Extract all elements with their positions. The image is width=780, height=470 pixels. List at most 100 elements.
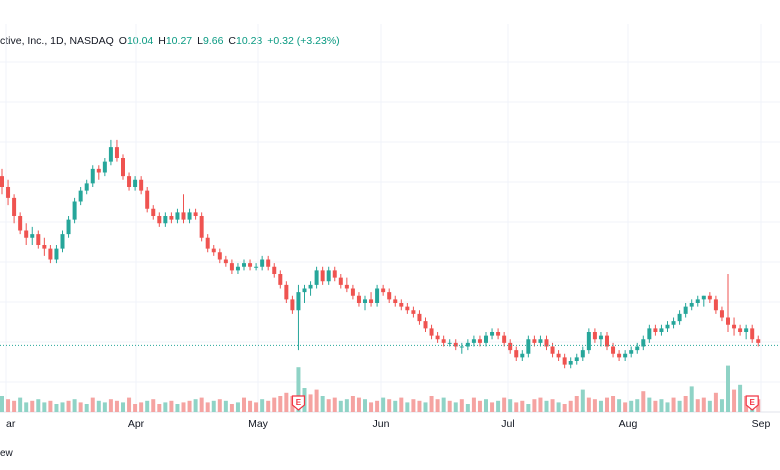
- candle: [562, 353, 567, 369]
- volume-bar: [235, 402, 240, 412]
- candle-body: [719, 310, 724, 318]
- volume-bar: [629, 400, 634, 412]
- candle-body: [12, 197, 17, 216]
- candle: [169, 212, 174, 224]
- candle-body: [96, 168, 101, 173]
- volume-bar: [550, 399, 555, 412]
- candle: [623, 350, 628, 361]
- candle-body: [326, 270, 331, 282]
- candle-body: [605, 335, 609, 347]
- candle: [750, 324, 755, 343]
- candle-body: [193, 212, 198, 216]
- candle-body: [465, 342, 470, 347]
- candle: [66, 216, 71, 238]
- volume-bar: [102, 402, 107, 412]
- candle: [320, 266, 325, 285]
- earnings-marker: E: [291, 395, 306, 411]
- volume-bar: [532, 399, 537, 412]
- candle: [223, 255, 228, 267]
- candle: [496, 328, 501, 340]
- candle: [175, 208, 180, 224]
- candle-body: [659, 328, 664, 332]
- candle: [78, 187, 83, 206]
- candle: [405, 303, 410, 314]
- volume-bar: [732, 389, 737, 412]
- volume-bar: [459, 399, 464, 412]
- candle: [217, 248, 222, 264]
- candle: [18, 212, 23, 235]
- volume-bar: [562, 404, 567, 412]
- volume-bar: [217, 399, 222, 412]
- volume-bar: [133, 404, 138, 412]
- volume-bar: [659, 399, 664, 412]
- candle-body: [671, 321, 676, 325]
- candle-body: [677, 313, 682, 322]
- candle-body: [381, 288, 386, 293]
- volume-bar: [526, 404, 531, 412]
- volume-bar: [90, 397, 95, 412]
- candle-body: [617, 353, 622, 358]
- candle: [520, 350, 525, 361]
- x-tick-label: Jul: [501, 418, 514, 430]
- candle: [538, 335, 543, 347]
- candle: [235, 263, 240, 274]
- candle-body: [314, 270, 319, 285]
- volume-bar: [387, 399, 392, 412]
- candle-body: [344, 284, 349, 289]
- volume-bar: [48, 400, 53, 412]
- candle: [490, 328, 495, 340]
- candle: [756, 335, 761, 347]
- volume-bar: [671, 397, 676, 412]
- candle: [611, 342, 616, 358]
- volume-bar: [707, 400, 712, 412]
- candle: [617, 350, 622, 361]
- candle: [254, 263, 259, 271]
- volume-bar: [701, 397, 706, 412]
- candle: [102, 158, 107, 177]
- volume-bar: [514, 402, 519, 412]
- candle-body: [338, 277, 343, 285]
- candle: [375, 284, 380, 307]
- candle: [30, 226, 35, 245]
- high-value: 10.27: [165, 35, 193, 47]
- candle-body: [484, 335, 488, 343]
- candle-body: [586, 332, 591, 351]
- candle-body: [411, 310, 416, 314]
- candle: [744, 324, 749, 340]
- candle-body: [175, 212, 180, 220]
- candle-body: [713, 299, 718, 311]
- candle-body: [6, 187, 11, 198]
- candle: [738, 324, 743, 336]
- candle-body: [393, 299, 398, 303]
- candle: [423, 317, 428, 332]
- candle-body: [102, 161, 107, 173]
- candle: [42, 237, 47, 256]
- candle-body: [266, 259, 271, 267]
- volume-bar: [508, 399, 513, 412]
- open-value: 10.04: [126, 35, 154, 47]
- candle-body: [665, 324, 670, 329]
- candle: [12, 194, 17, 224]
- candle: [72, 197, 77, 224]
- candle-body: [181, 212, 186, 220]
- candle: [508, 339, 513, 354]
- candle: [242, 259, 246, 271]
- candle: [471, 335, 476, 347]
- candle-body: [647, 328, 652, 340]
- volume-bar: [605, 397, 609, 412]
- candle-body: [223, 259, 228, 264]
- candle: [108, 139, 113, 166]
- candle: [260, 255, 265, 271]
- volume-bar: [641, 391, 646, 412]
- volume-bar: [278, 396, 283, 412]
- candle-body: [683, 306, 688, 314]
- candle-body: [502, 335, 507, 343]
- candle-body: [199, 216, 204, 238]
- candle: [726, 274, 730, 332]
- candle-body: [139, 179, 144, 191]
- candle: [417, 310, 422, 325]
- candle: [641, 335, 646, 351]
